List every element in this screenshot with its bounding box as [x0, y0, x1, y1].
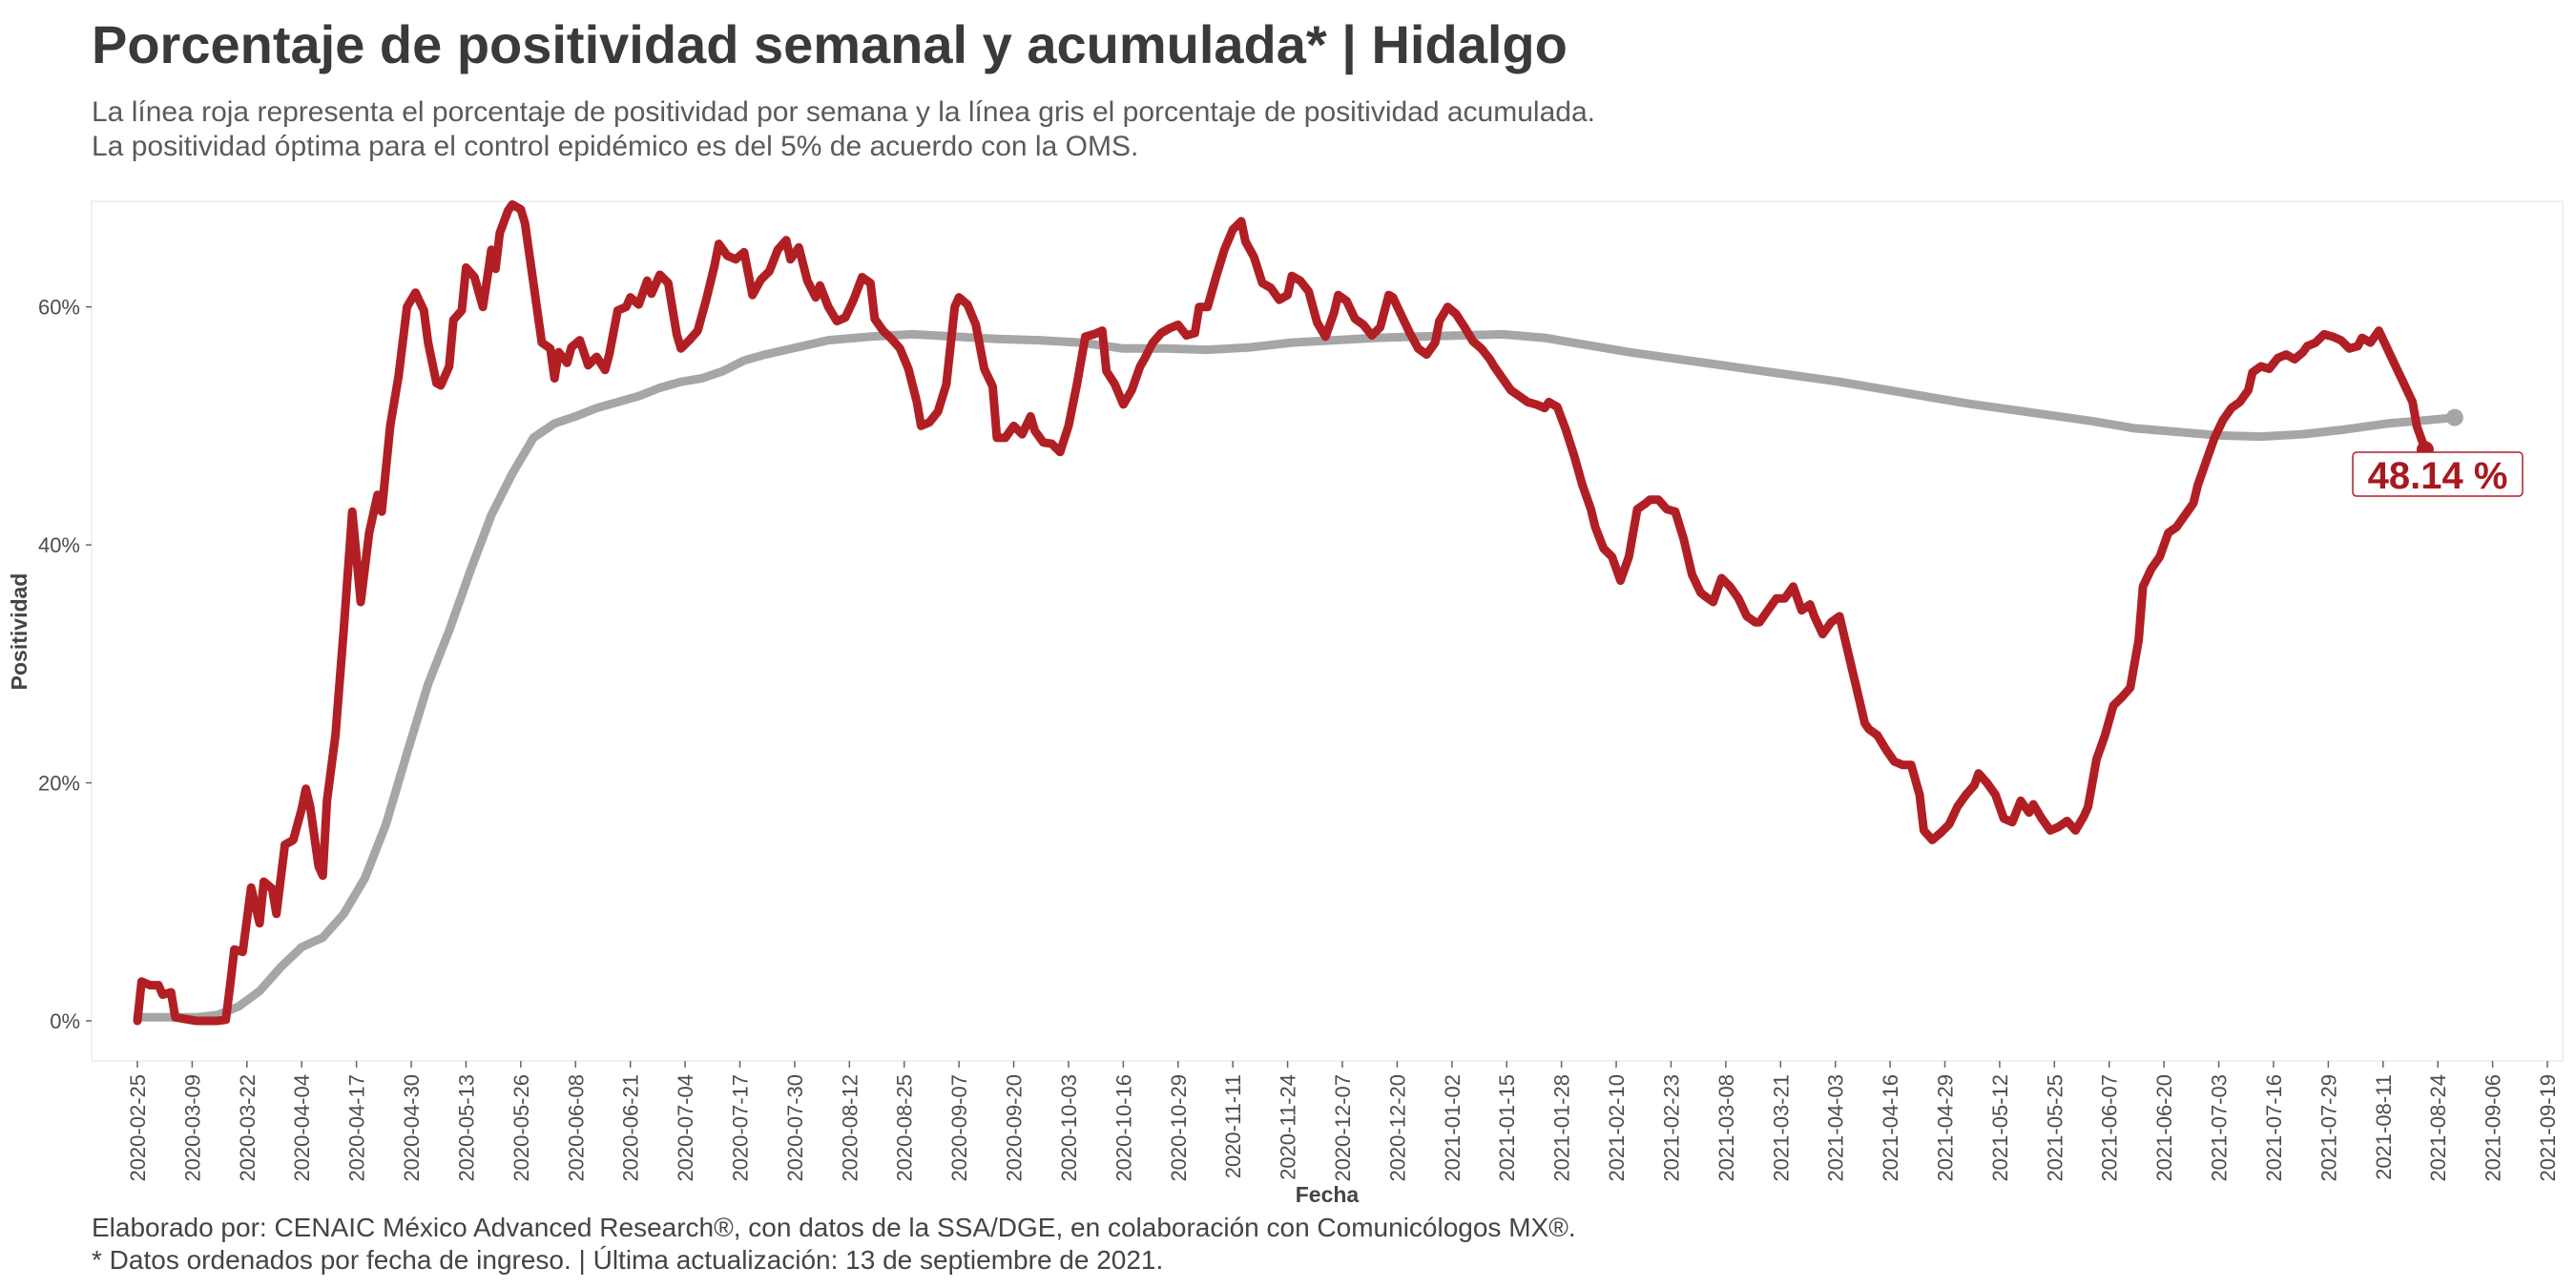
x-tick-label: 2021-03-08: [1714, 1074, 1738, 1182]
x-tick-label: 2021-01-28: [1550, 1074, 1574, 1182]
chart-caption: Elaborado por: CENAIC México Advanced Re…: [92, 1212, 1576, 1277]
x-tick-label: 2020-10-29: [1167, 1074, 1191, 1182]
x-tick-label: 2021-07-16: [2262, 1074, 2286, 1182]
x-tick-label: 2020-09-07: [947, 1074, 971, 1182]
series-line-semanal: [133, 199, 2430, 1026]
x-tick-label: 2021-06-07: [2098, 1074, 2122, 1182]
x-tick-label: 2020-07-17: [729, 1074, 753, 1182]
x-tick-label: 2021-07-03: [2208, 1074, 2232, 1182]
x-tick-label: 2020-07-30: [783, 1074, 807, 1182]
x-tick-label: 2020-08-12: [838, 1074, 862, 1182]
x-tick-label: 2020-03-09: [180, 1074, 204, 1182]
subtitle-line-1: La línea roja representa el porcentaje d…: [92, 96, 1595, 128]
x-tick-label: 2020-12-07: [1331, 1074, 1355, 1182]
x-tick-label: 2020-03-22: [236, 1074, 260, 1182]
x-tick-label: 2020-04-17: [345, 1074, 369, 1182]
x-tick-label: 2021-09-19: [2536, 1074, 2560, 1182]
x-tick-label: 2021-02-23: [1659, 1074, 1683, 1182]
x-tick-label: 2020-02-25: [126, 1074, 150, 1182]
y-axis: 0% 20% 40% 60%: [38, 296, 92, 1033]
x-tick-label: 2020-08-25: [893, 1074, 917, 1182]
x-tick-label: 2020-10-16: [1111, 1074, 1135, 1182]
caption-line-2: * Datos ordenados por fecha de ingreso. …: [92, 1245, 1164, 1275]
x-tick-label: 2020-04-30: [400, 1074, 424, 1182]
series-end-point-acumulada: [2445, 408, 2463, 426]
chart-title: Porcentaje de positividad semanal y acum…: [92, 14, 1568, 74]
x-tick-label: 2020-06-08: [564, 1074, 588, 1182]
x-tick-label: 2020-09-20: [1003, 1074, 1027, 1182]
x-tick-label: 2020-12-20: [1385, 1074, 1409, 1182]
y-tick-label: 20%: [38, 772, 80, 796]
x-tick-label: 2021-08-24: [2426, 1074, 2450, 1182]
x-axis-title: Fecha: [1296, 1182, 1360, 1207]
x-tick-label: 2021-02-10: [1605, 1074, 1629, 1182]
x-tick-label: 2020-05-13: [454, 1074, 478, 1182]
series-line-acumulada: [133, 329, 2460, 1022]
x-tick-label: 2020-06-21: [619, 1074, 643, 1182]
y-tick-label: 40%: [38, 533, 80, 557]
x-tick-label: 2020-05-26: [509, 1074, 533, 1182]
x-tick-label: 2021-04-29: [1934, 1074, 1958, 1182]
y-tick-label: 0%: [50, 1009, 80, 1033]
x-tick-label: 2021-05-12: [1988, 1074, 2012, 1182]
x-tick-label: 2021-04-16: [1879, 1074, 1902, 1182]
x-tick-label: 2021-08-11: [2372, 1074, 2396, 1180]
y-axis-title: Positividad: [7, 573, 31, 691]
x-axis: 2020-02-25 2020-03-09 2020-03-22 2020-04-04…: [126, 1061, 2560, 1182]
subtitle-line-2: La positividad óptima para el control ep…: [92, 131, 1139, 162]
x-tick-label: 2021-01-15: [1495, 1074, 1519, 1182]
x-tick-label: 2020-07-04: [674, 1074, 697, 1182]
end-label-background: [2352, 451, 2524, 497]
x-tick-label: 2021-05-25: [2043, 1074, 2067, 1182]
chart-subtitle: La línea roja representa el porcentaje d…: [92, 95, 1595, 164]
caption-line-1: Elaborado por: CENAIC México Advanced Re…: [92, 1213, 1576, 1242]
end-label-box: 48.14 %: [2352, 451, 2524, 497]
x-tick-label: 2021-01-02: [1441, 1074, 1465, 1182]
x-tick-label: 2020-11-11: [1221, 1074, 1245, 1178]
y-tick-label: 60%: [38, 296, 80, 320]
x-tick-label: 2021-06-20: [2152, 1074, 2176, 1182]
series-layer: [133, 199, 2463, 1026]
x-tick-label: 2021-07-29: [2316, 1074, 2340, 1182]
x-tick-label: 2020-11-24: [1277, 1074, 1300, 1180]
end-label: 48.14 %: [2368, 455, 2508, 497]
x-tick-label: 2021-04-03: [1824, 1074, 1848, 1182]
x-tick-label: 2021-09-06: [2482, 1074, 2505, 1182]
x-tick-label: 2020-10-03: [1057, 1074, 1081, 1182]
x-tick-label: 2020-04-04: [290, 1074, 314, 1182]
x-tick-label: 2021-03-21: [1769, 1074, 1793, 1182]
